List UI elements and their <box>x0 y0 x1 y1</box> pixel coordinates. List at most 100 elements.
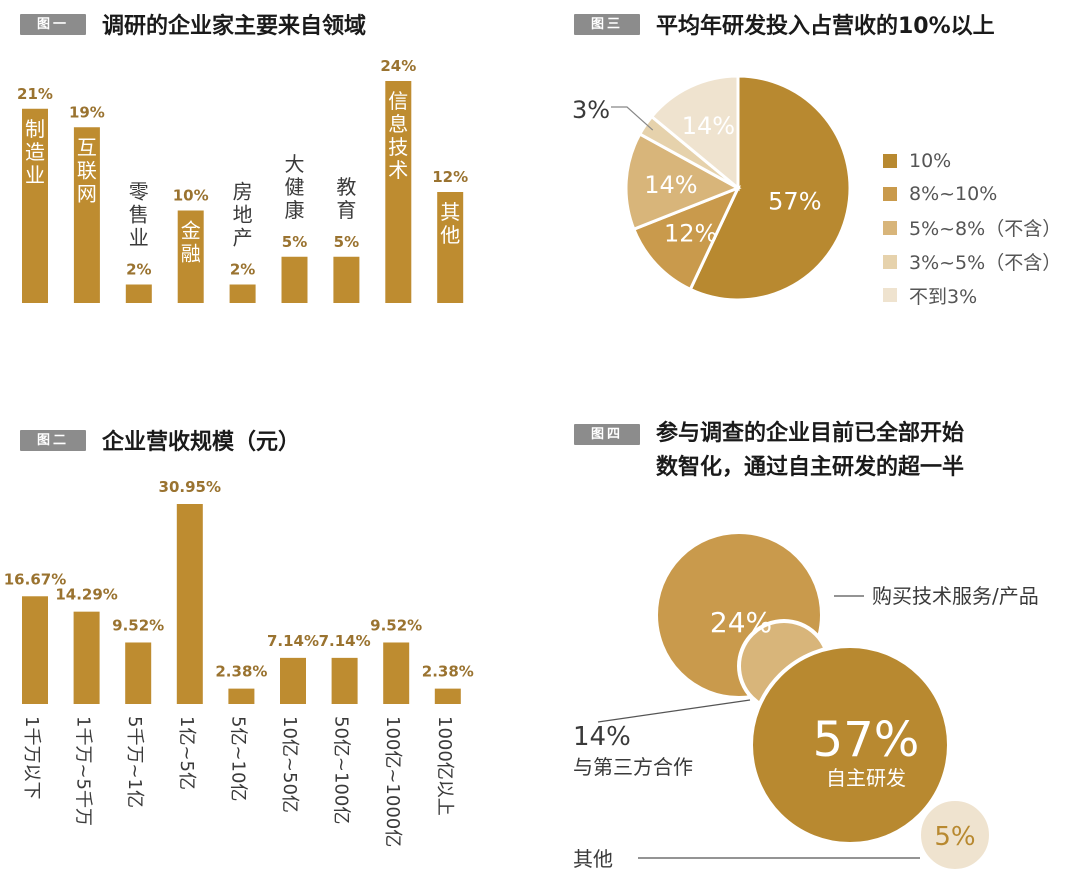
legend-item: 3%~5%（不含） <box>883 245 1061 279</box>
figure-3-legend: 10% 8%~10% 5%~8%（不含） 3%~5%（不含） 不到3% <box>883 144 1061 312</box>
category-label: 技 <box>388 135 408 159</box>
value-label: 19% <box>69 103 105 121</box>
bar <box>22 108 48 303</box>
bubble-name-label: 自主研发 <box>826 766 906 790</box>
slice-label: 14% <box>682 112 735 140</box>
figure-2-header: 图二 企业营收规模（元） <box>20 424 300 456</box>
bar <box>125 284 152 303</box>
figure-4-title-line-2: 数智化，通过自主研发的超一半 <box>656 455 965 480</box>
figure-3-header: 图三 平均年研发投入占营收的10%以上 <box>574 8 995 40</box>
category-label: 网 <box>77 181 97 205</box>
bubble <box>917 797 993 873</box>
value-label: 7.14% <box>267 632 319 650</box>
bar <box>434 688 461 704</box>
leader-line <box>611 106 654 131</box>
category-label: 1000亿以上 <box>434 716 455 816</box>
bubble-name-label: 其他 <box>573 847 613 871</box>
slice-label: 12% <box>664 219 717 247</box>
bar <box>229 284 256 303</box>
bubble-value-label: 57% <box>813 712 920 768</box>
category-label: 1亿~5亿 <box>176 716 197 790</box>
figure-4-badge: 图四 <box>574 424 640 445</box>
legend-item: 不到3% <box>883 278 1061 312</box>
bar <box>281 256 308 303</box>
slice-label: 3% <box>572 96 610 124</box>
bubble-value-label: 24% <box>710 606 772 639</box>
bubble-name-label: 购买技术服务/产品 <box>872 584 1039 608</box>
category-label: 1千万~5千万 <box>73 716 94 826</box>
bubble-value-label: 14% <box>573 722 631 752</box>
value-label: 2.38% <box>422 663 474 681</box>
category-label: 健 <box>285 175 305 199</box>
value-label: 12% <box>432 168 468 186</box>
slice-label: 14% <box>644 171 697 199</box>
figure-3-badge: 图三 <box>574 13 640 35</box>
bar <box>331 657 358 704</box>
category-label: 大 <box>285 152 305 176</box>
bubble <box>749 644 951 846</box>
legend-swatch <box>883 153 897 168</box>
value-label: 30.95% <box>159 478 221 496</box>
figure-1-badge: 图一 <box>20 13 86 35</box>
category-label: 地 <box>233 203 253 227</box>
value-label: 14.29% <box>55 586 117 604</box>
category-label: 50亿~100亿 <box>331 716 352 824</box>
category-label: 育 <box>336 198 356 222</box>
category-label: 信 <box>388 89 408 113</box>
value-label: 5% <box>282 233 307 251</box>
category-label: 产 <box>233 226 253 250</box>
bubble-name-label: 与第三方合作 <box>573 755 693 779</box>
legend-label: 不到3% <box>909 285 978 308</box>
category-label: 息 <box>388 112 408 136</box>
value-label: 2.38% <box>215 663 267 681</box>
category-label: 10亿~50亿 <box>279 716 300 813</box>
category-label: 互 <box>77 135 97 159</box>
bar <box>125 642 152 704</box>
category-label: 5千万~1亿 <box>124 716 145 808</box>
category-label: 他 <box>440 223 460 247</box>
value-label: 2% <box>126 261 151 279</box>
legend-label: 5%~8%（不含） <box>909 218 1062 241</box>
pie-slice <box>649 74 740 192</box>
value-label: 21% <box>17 85 53 103</box>
value-label: 7.14% <box>319 632 371 650</box>
bar <box>333 256 360 303</box>
slice-label: 57% <box>768 188 821 216</box>
bar <box>176 504 203 704</box>
legend-swatch <box>883 220 897 235</box>
bubble-value-label: 5% <box>934 822 975 852</box>
legend-item: 8%~10% <box>883 178 1061 212</box>
legend-swatch <box>883 187 897 202</box>
value-label: 10% <box>173 187 209 205</box>
legend-label: 10% <box>909 149 952 172</box>
value-label: 2% <box>230 261 255 279</box>
category-label: 制 <box>25 117 45 141</box>
legend-label: 8%~10% <box>909 183 998 206</box>
category-label: 联 <box>77 158 97 182</box>
category-label: 造 <box>25 140 45 164</box>
pie-slice <box>624 132 742 232</box>
category-label: 融 <box>181 242 201 266</box>
category-label: 金 <box>181 219 201 243</box>
pie-slice <box>688 74 852 302</box>
category-label: 房 <box>233 180 253 204</box>
value-label: 9.52% <box>370 616 422 634</box>
bar <box>385 81 412 303</box>
figure-3-title: 平均年研发投入占营收的10%以上 <box>656 14 995 39</box>
legend-item: 10% <box>883 144 1061 178</box>
bar <box>280 657 306 704</box>
leader-line <box>597 699 751 723</box>
legend-swatch <box>883 288 897 303</box>
category-label: 业 <box>129 226 149 250</box>
value-label: 9.52% <box>112 616 164 634</box>
category-label: 5亿~10亿 <box>227 716 248 801</box>
value-label: 16.67% <box>4 570 66 588</box>
bar <box>383 642 410 704</box>
category-label: 1千万以下 <box>21 716 42 799</box>
pie-slice <box>631 185 741 292</box>
category-label: 教 <box>336 175 356 199</box>
